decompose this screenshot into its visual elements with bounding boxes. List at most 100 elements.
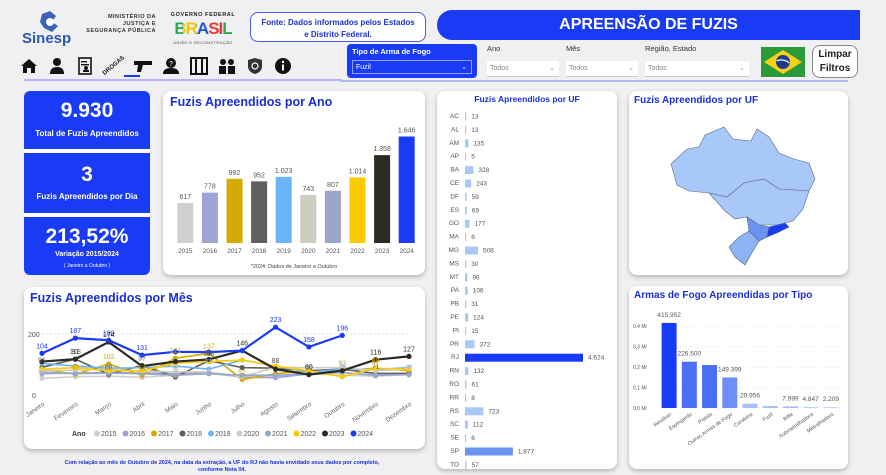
- bar: [465, 434, 467, 443]
- bar-label: 4.847: [803, 396, 820, 403]
- bar-label: 617: [179, 194, 191, 201]
- bar-label: 135: [473, 140, 484, 147]
- filter-regiao-select[interactable]: Todos ⌄: [645, 61, 749, 77]
- kpi-panel: 9.930 Total de Fuzis Apreendidos 3 Fuzis…: [24, 91, 150, 275]
- bar-label: 132: [473, 368, 484, 375]
- series-point-2023: [406, 353, 412, 359]
- data-label: 127: [403, 346, 415, 353]
- bar-label: 1.023: [275, 168, 293, 175]
- x-tick-label: Março: [94, 401, 113, 417]
- filter-value: Todos: [569, 65, 588, 72]
- chevron-down-icon: ⌄: [549, 65, 555, 72]
- bar-label: 743: [302, 186, 314, 193]
- filter-tipo-select[interactable]: Fuzil ⌄: [352, 60, 472, 74]
- filter-tipo-arma[interactable]: Tipo de Arma de Fogo Fuzil ⌄: [347, 44, 477, 78]
- bar: [722, 377, 738, 408]
- bar-label: 13: [471, 127, 479, 134]
- data-label: 67: [405, 365, 413, 372]
- series-point-2023: [139, 363, 145, 369]
- filter-ano[interactable]: Ano Todos ⌄: [487, 44, 559, 77]
- x-tick-label: Carabina: [733, 412, 754, 429]
- bar: [465, 112, 467, 121]
- gun-icon[interactable]: [132, 55, 154, 77]
- x-tick-label: 2024: [399, 248, 414, 255]
- bar: [349, 177, 366, 243]
- series-point-2021: [272, 372, 279, 378]
- chevron-down-icon: ⌄: [461, 64, 467, 71]
- bar-label: 8: [471, 395, 475, 402]
- bar: [702, 365, 718, 408]
- y-tick-label: PB: [450, 301, 459, 308]
- kpi-divider: [24, 149, 150, 153]
- gov-brasil-wordmark: BRASIL: [170, 19, 236, 39]
- legend-label: 2023: [329, 431, 345, 438]
- document-icon[interactable]: [74, 55, 96, 77]
- map-region-center[interactable]: [708, 178, 810, 226]
- x-tick-label: Fevereiro: [53, 401, 80, 423]
- filter-regiao[interactable]: Região, Estado Todos ⌄: [645, 44, 749, 77]
- footnote: Com relação ao mês de Outubro de 2024, n…: [22, 460, 422, 474]
- bar-label: 15: [471, 328, 479, 335]
- y-tick-label: GO: [449, 220, 459, 227]
- home-icon[interactable]: [18, 55, 40, 77]
- bar: [251, 181, 268, 243]
- bar: [275, 176, 292, 243]
- svg-text:?: ?: [169, 61, 173, 68]
- filter-mes[interactable]: Mês Todos ⌄: [566, 44, 638, 77]
- clear-line: Filtros: [819, 63, 851, 74]
- brazil-flag-icon[interactable]: [761, 47, 805, 77]
- fonte-box: Fonte: Dados informados pelos Estados e …: [250, 12, 426, 42]
- kpi-dia-value: 3: [81, 163, 93, 186]
- sinesp-text: Sinesp: [22, 30, 72, 47]
- series-point-2024: [72, 335, 78, 341]
- series-point-2022: [406, 366, 412, 372]
- legend-marker-2018: [179, 430, 186, 437]
- x-tick-label: Fuzil: [762, 412, 775, 423]
- prison-icon[interactable]: [188, 55, 210, 77]
- brazil-map[interactable]: [669, 119, 819, 269]
- bar-label: 57: [471, 462, 479, 469]
- y-tick-label: PR: [450, 341, 459, 348]
- data-label: 69: [305, 364, 313, 371]
- map-region-south[interactable]: [728, 230, 760, 266]
- chevron-down-icon: ⌄: [628, 65, 634, 72]
- badge-icon[interactable]: [244, 55, 266, 77]
- drogas-icon[interactable]: DROGAS: [101, 55, 127, 77]
- data-label: 104: [36, 343, 48, 350]
- series-point-2024: [339, 332, 345, 338]
- y-tick-label: 0,4 Mi: [633, 324, 647, 330]
- x-tick-label: Pistola: [697, 412, 714, 426]
- bar-label: 415.952: [657, 312, 681, 319]
- bar: [465, 460, 467, 469]
- group-icon[interactable]: [216, 55, 238, 77]
- bar-label: 243: [476, 181, 487, 188]
- series-point-2023: [306, 372, 312, 378]
- x-tick-label: 2019: [276, 248, 291, 255]
- series-point-2021: [239, 372, 245, 378]
- bar: [465, 340, 475, 349]
- chart-note: *2024: Dados de Janeiro a Outubro: [250, 264, 338, 270]
- bar-label: 1.646: [398, 127, 416, 134]
- info-icon[interactable]: [272, 55, 294, 77]
- clear-filters-button[interactable]: Limpar Filtros: [812, 45, 858, 78]
- filter-divider: [340, 80, 848, 82]
- map-region-rj[interactable]: [766, 222, 790, 238]
- nav-selected-indicator: [124, 75, 140, 77]
- series-point-2023: [72, 356, 78, 362]
- y-tick-label: ES: [450, 207, 459, 214]
- x-tick-label: Janeiro: [25, 401, 47, 419]
- legend-marker-2017: [151, 430, 157, 437]
- filter-ano-select[interactable]: Todos ⌄: [487, 61, 559, 77]
- kpi-total-label: Total de Fuzis Apreendidos: [35, 129, 139, 138]
- y-tick-label: 0,1 Mi: [633, 386, 647, 392]
- bar-label: 6: [471, 435, 475, 442]
- legend-marker-2022: [293, 430, 300, 437]
- ministerio-logo: MINISTÉRIO DA JUSTIÇA E SEGURANÇA PÚBLIC…: [86, 14, 156, 35]
- data-label: 116: [370, 350, 381, 357]
- data-label: 64: [138, 366, 146, 373]
- suspect-icon[interactable]: ?: [160, 55, 182, 77]
- filter-mes-select[interactable]: Todos ⌄: [566, 61, 638, 77]
- person-icon[interactable]: [46, 55, 68, 77]
- legend-label: 2017: [158, 431, 174, 438]
